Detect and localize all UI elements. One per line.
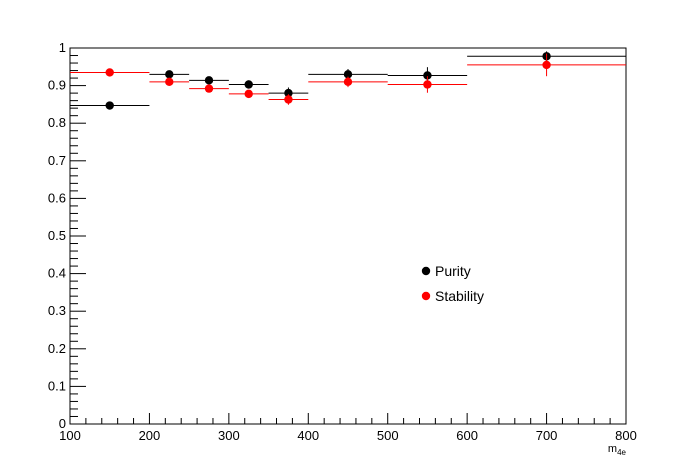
purity-point (284, 88, 293, 98)
x-axis-label-main: m (608, 443, 617, 455)
x-tick-label: 100 (59, 428, 81, 443)
y-tick-label: 0.4 (48, 266, 66, 281)
y-tick-label: 0 (59, 416, 66, 431)
stability-point (542, 60, 551, 70)
purity-point (244, 80, 253, 89)
purity-point (423, 71, 432, 80)
legend-marker-purity (421, 266, 431, 276)
axes: 0 0.1 0.2 0.3 0.4 0.5 0.6 0.7 0.8 0.9 1 100 200 300 40… (48, 40, 637, 443)
y-tick-label: 0.7 (48, 153, 66, 168)
x-tick-label: 600 (456, 428, 478, 443)
x-tick-label: 800 (615, 428, 637, 443)
y-tick-label: 0.8 (48, 115, 66, 130)
legend-marker-stability (421, 291, 431, 301)
stability-point (105, 68, 114, 77)
stability-point (244, 89, 253, 99)
x-tick-label: 500 (377, 428, 399, 443)
stability-point (284, 95, 293, 104)
purity-point (204, 76, 214, 85)
purity-point (165, 70, 174, 79)
x-tick-label: 400 (297, 428, 319, 443)
stability-point (343, 77, 353, 87)
data-points (70, 51, 626, 110)
x-axis-label-sub: 4e (617, 448, 626, 457)
stability-point (204, 84, 214, 93)
x-tick-label: 300 (218, 428, 240, 443)
legend: Purity Stability (421, 263, 484, 304)
x-tick-label: 700 (536, 428, 558, 443)
y-tick-label: 0.3 (48, 303, 66, 318)
y-tick-label: 0.1 (48, 378, 66, 393)
y-tick-label: 0.2 (48, 341, 66, 356)
y-tick-label: 0.5 (48, 228, 66, 243)
stability-point (165, 77, 174, 87)
y-tick-label: 1 (59, 40, 66, 55)
stability-point (423, 80, 432, 89)
y-tick-label: 0.9 (48, 78, 66, 93)
legend-label-stability: Stability (435, 288, 484, 304)
legend-label-purity: Purity (435, 263, 471, 279)
x-tick-label: 200 (139, 428, 161, 443)
purity-point (343, 70, 353, 79)
x-axis-label: m4e (608, 443, 627, 457)
purity-point (105, 101, 114, 110)
y-tick-label: 0.6 (48, 190, 66, 205)
